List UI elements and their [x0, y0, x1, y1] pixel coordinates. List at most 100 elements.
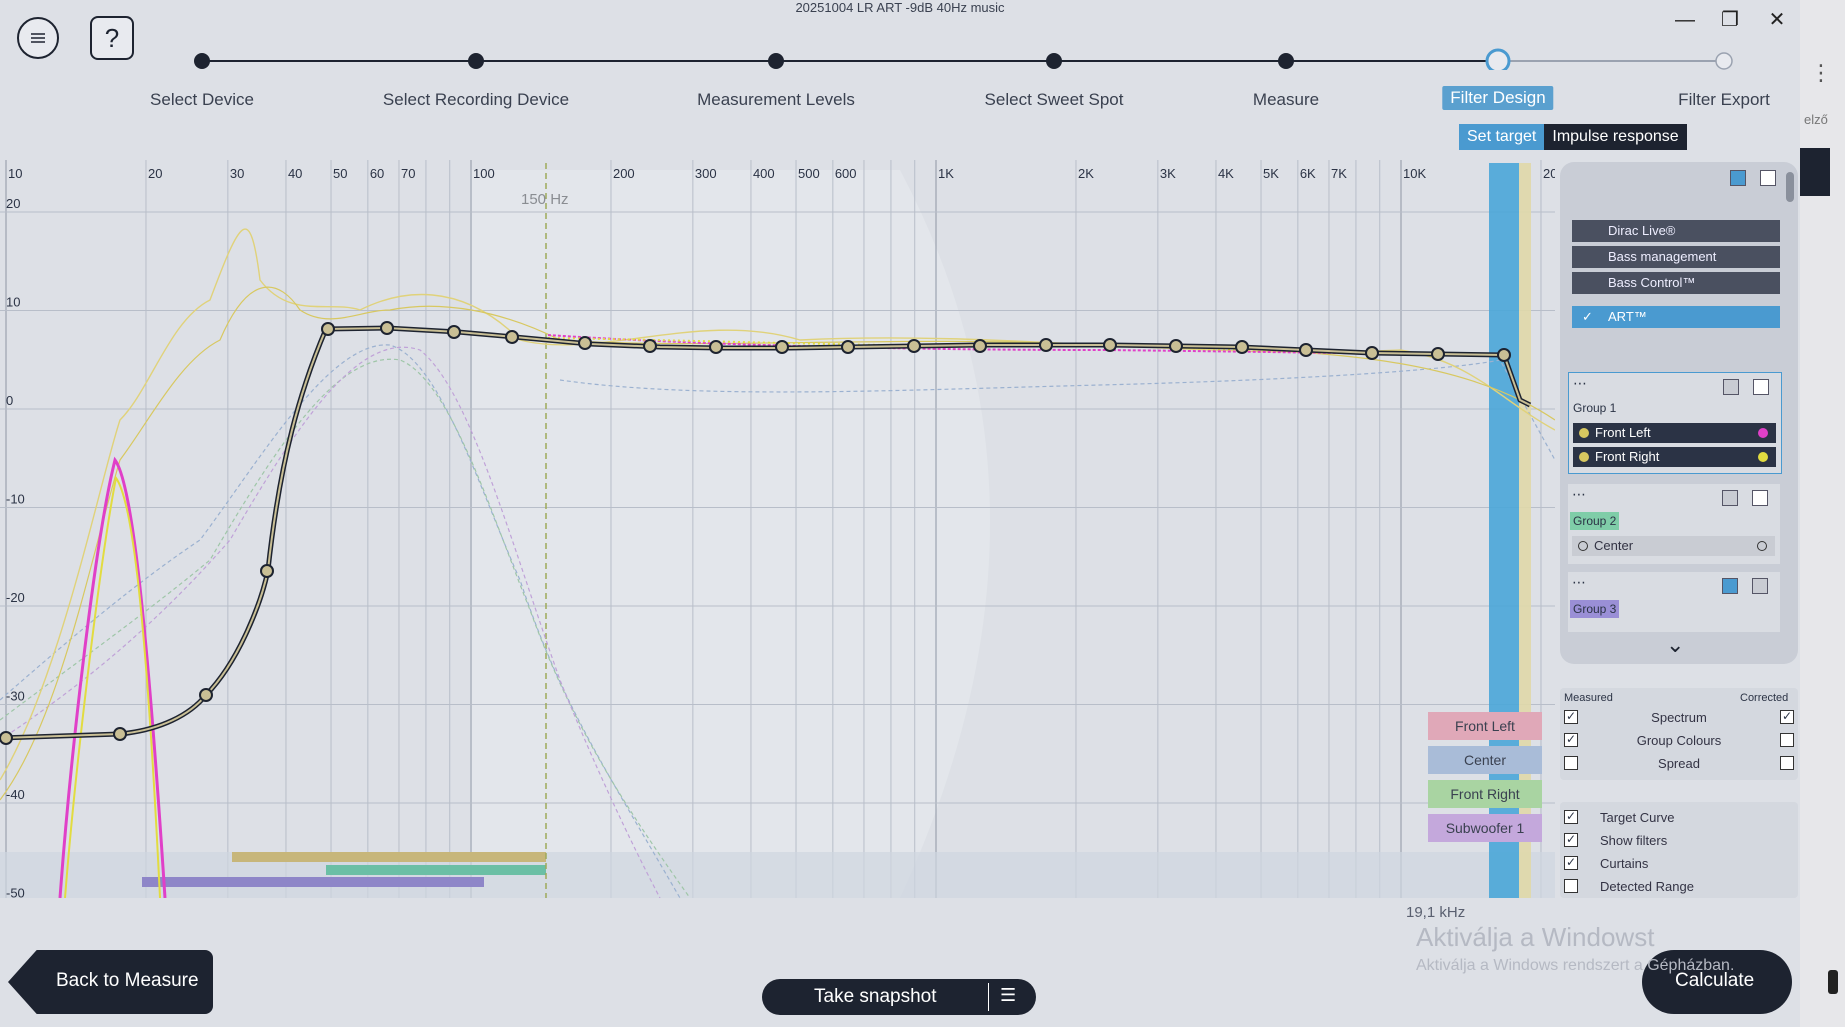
group-colours-measured-checkbox[interactable]: ✓	[1564, 732, 1578, 747]
step-select-recording-device[interactable]: Select Recording Device	[382, 90, 570, 109]
plugin-group-panel: Dirac Live® Bass management Bass Control…	[1560, 162, 1798, 664]
tab-impulse-response[interactable]: Impulse response	[1544, 124, 1687, 150]
step-filter-design[interactable]: Filter Design	[1442, 86, 1554, 110]
layout-icon[interactable]	[1722, 490, 1738, 506]
option-label: Spread	[1658, 756, 1700, 771]
visibility-icon[interactable]	[1760, 170, 1776, 186]
spread-corrected-checkbox[interactable]	[1780, 756, 1794, 770]
filter-range-center	[326, 865, 546, 875]
upper-curtain[interactable]	[1489, 163, 1519, 898]
marker-label: 150 Hz	[521, 191, 569, 208]
step-dot-1[interactable]	[194, 53, 210, 69]
back-to-measure-button[interactable]: Back to Measure	[8, 950, 213, 1014]
x-tick-label: 500	[798, 166, 820, 181]
step-dot-7[interactable]	[1715, 52, 1733, 70]
legend-center[interactable]: Center	[1428, 746, 1542, 774]
visibility-icon[interactable]	[1753, 379, 1769, 395]
minimize-icon[interactable]: —	[1675, 9, 1695, 31]
step-filter-export[interactable]: Filter Export	[1678, 90, 1770, 109]
group-colours-corrected-checkbox[interactable]	[1780, 733, 1794, 747]
x-tick-label: 7K	[1331, 166, 1347, 181]
group-1[interactable]: ⋯ Group 1 Front Left Front Right	[1568, 372, 1782, 474]
channel-front-left[interactable]: Front Left	[1573, 423, 1776, 443]
take-snapshot-button[interactable]: Take snapshot ☰	[762, 979, 1036, 1015]
step-select-sweet-spot[interactable]: Select Sweet Spot	[984, 90, 1124, 109]
y-tick-label: -30	[6, 689, 25, 704]
layout-icon[interactable]	[1730, 170, 1746, 186]
restore-icon[interactable]: ❐	[1721, 9, 1739, 31]
channel-center[interactable]: Center	[1572, 536, 1775, 556]
x-tick-label: 3K	[1160, 166, 1176, 181]
channel-front-right[interactable]: Front Right	[1573, 447, 1776, 467]
layout-icon[interactable]	[1723, 379, 1739, 395]
toggle-detected-range[interactable]: Detected Range	[1560, 879, 1798, 897]
group-2[interactable]: ⋯ Group 2 Center	[1568, 484, 1780, 564]
legend-front-left[interactable]: Front Left	[1428, 712, 1542, 740]
x-tick-label: 50	[333, 166, 347, 181]
help-button[interactable]: ?	[90, 16, 134, 60]
measured-label: Measured	[1564, 692, 1613, 704]
x-tick-label: 2K	[1078, 166, 1094, 181]
detected-range-checkbox[interactable]	[1564, 879, 1578, 893]
option-label: Spectrum	[1651, 710, 1707, 725]
show-filters-checkbox[interactable]: ✓	[1564, 832, 1578, 847]
spectrum-options: Measured Corrected ✓ Spectrum ✓ ✓ Group …	[1560, 688, 1798, 780]
toggle-show-filters[interactable]: ✓ Show filters	[1560, 833, 1798, 851]
toggle-label: Detected Range	[1600, 879, 1694, 894]
visibility-icon[interactable]	[1752, 490, 1768, 506]
curtains-checkbox[interactable]: ✓	[1564, 855, 1578, 870]
step-dot-6[interactable]	[1485, 48, 1511, 70]
chevron-down-icon[interactable]: ⌄	[1666, 632, 1685, 657]
target-curve-checkbox[interactable]: ✓	[1564, 809, 1578, 824]
close-icon[interactable]: ✕	[1768, 9, 1786, 31]
calculate-button[interactable]: Calculate	[1642, 950, 1792, 1014]
plugin-art[interactable]: ✓ ART™	[1572, 306, 1780, 328]
group-3[interactable]: ⋯ Group 3	[1568, 572, 1780, 632]
divider	[988, 983, 989, 1011]
step-dot-5[interactable]	[1278, 53, 1294, 69]
toggle-curtains[interactable]: ✓ Curtains	[1560, 856, 1798, 874]
plugin-bass-control[interactable]: Bass Control™	[1572, 272, 1780, 294]
y-tick-label: -50	[6, 886, 25, 899]
x-tick-label: 400	[753, 166, 775, 181]
toggle-target-curve[interactable]: ✓ Target Curve	[1560, 810, 1798, 828]
plugin-dirac-live[interactable]: Dirac Live®	[1572, 220, 1780, 242]
visibility-icon[interactable]	[1752, 578, 1768, 594]
channel-label: Front Left	[1595, 425, 1651, 440]
y-tick-label: 20	[6, 196, 20, 211]
group-menu-icon[interactable]: ⋯	[1572, 574, 1586, 590]
windows-activation-title: Aktiválja a Windowst	[1416, 922, 1655, 952]
channel-label: Center	[1594, 538, 1634, 553]
group-menu-icon[interactable]: ⋯	[1572, 486, 1586, 502]
spectrum-measured-checkbox[interactable]: ✓	[1564, 709, 1578, 724]
group-menu-icon[interactable]: ⋯	[1573, 375, 1587, 391]
x-tick-label: 1K	[938, 166, 954, 181]
step-dot-4[interactable]	[1046, 53, 1062, 69]
target-curve-points[interactable]	[0, 321, 1511, 745]
step-dot-2[interactable]	[468, 53, 484, 69]
menu-button[interactable]	[17, 17, 59, 59]
tab-set-target[interactable]: Set target	[1459, 124, 1545, 150]
step-measurement-levels[interactable]: Measurement Levels	[697, 90, 855, 109]
y-tick-label: -20	[6, 590, 25, 605]
legend-front-right[interactable]: Front Right	[1428, 780, 1542, 808]
layout-icon[interactable]	[1722, 578, 1738, 594]
side-text: elző	[1804, 112, 1828, 127]
toggle-label: Curtains	[1600, 856, 1649, 871]
cutoff-frequency-label: 19,1 kHz	[1406, 904, 1466, 921]
plugin-art-label: ART™	[1608, 309, 1647, 324]
subtab-bar: Set target Impulse response	[1459, 124, 1687, 150]
plugin-bass-management[interactable]: Bass management	[1572, 246, 1780, 268]
snapshot-list-icon[interactable]: ☰	[1000, 985, 1017, 1005]
step-measure[interactable]: Measure	[1252, 90, 1320, 109]
spectrum-corrected-checkbox[interactable]: ✓	[1780, 709, 1794, 724]
panel-scrollbar[interactable]	[1786, 172, 1794, 202]
legend-subwoofer-1[interactable]: Subwoofer 1	[1428, 814, 1542, 842]
step-dot-3[interactable]	[768, 53, 784, 69]
spread-measured-checkbox[interactable]	[1564, 756, 1578, 770]
scrollbar-thumb[interactable]	[1828, 970, 1838, 994]
channel-label: Front Right	[1595, 449, 1660, 464]
kebab-menu-icon[interactable]: ⋮	[1810, 60, 1832, 85]
frequency-response-plot[interactable]: 150 Hz 10 20 30 40 50 60 70 100 200 300 400 500 600 1…	[0, 160, 1555, 898]
step-select-device[interactable]: Select Device	[150, 90, 254, 109]
